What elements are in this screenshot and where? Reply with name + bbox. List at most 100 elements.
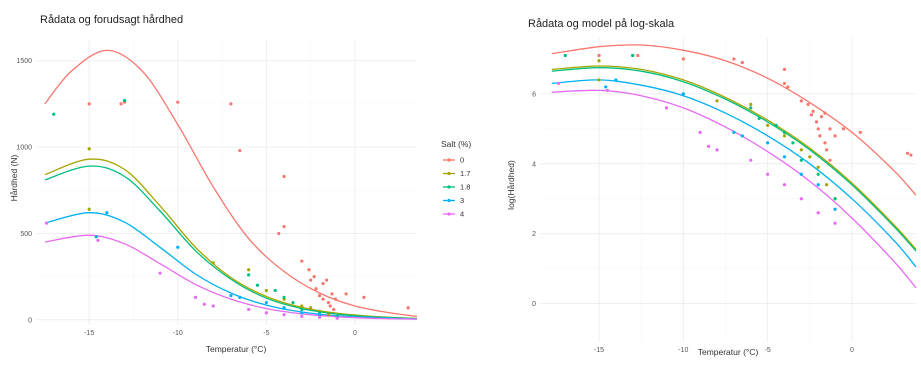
data-point-0 [636, 53, 640, 58]
data-point-4 [556, 81, 561, 86]
data-point-0 [597, 53, 601, 58]
data-point-0 [905, 151, 910, 155]
data-point-0 [681, 57, 685, 61]
series-curve-1.8 [44, 165, 418, 320]
legend-label: 1.7 [460, 169, 470, 178]
data-point-4 [211, 304, 215, 308]
left-chart-x-label: Temperatur (°C) [206, 344, 267, 354]
data-point-1.7 [300, 304, 304, 308]
data-point-4 [202, 302, 206, 306]
data-point-4 [749, 158, 753, 162]
data-point-3 [94, 235, 98, 239]
data-point-3 [604, 85, 608, 89]
left-chart-curves [44, 49, 418, 320]
data-point-1.8 [799, 158, 803, 162]
right-chart: Rådata og model på log-skala -15 -10 -5 0 0… [506, 18, 917, 357]
data-point-0 [307, 268, 311, 272]
right-chart-x-ticks: -15 -10 -5 0 [594, 347, 854, 354]
data-point-4 [317, 315, 322, 319]
data-point-3 [176, 245, 180, 249]
data-point-1.8 [774, 123, 778, 127]
legend-label: 1.8 [460, 183, 470, 192]
data-point-0 [799, 99, 803, 103]
data-point-0 [740, 60, 744, 65]
legend-key-point [447, 158, 451, 162]
data-point-1.7 [782, 134, 787, 138]
data-point-1.7 [87, 207, 91, 211]
data-point-0 [811, 109, 815, 113]
legend-entries: 0 1.7 1.8 3 4 [443, 156, 470, 219]
legend-key-point [447, 198, 451, 203]
data-point-1.7 [309, 306, 313, 310]
data-point-4 [698, 130, 702, 134]
data-point-0 [732, 57, 736, 61]
data-point-1.7 [766, 123, 770, 127]
data-point-1.8 [282, 295, 286, 299]
data-point-0 [782, 67, 787, 72]
right-chart-points [556, 53, 913, 225]
series-curve-1.7 [44, 158, 418, 320]
legend-key-point [447, 185, 451, 189]
data-point-3 [300, 311, 304, 315]
x-tick-label: 0 [353, 330, 357, 337]
x-tick-label: -5 [263, 330, 269, 337]
data-point-1.7 [87, 147, 91, 151]
data-point-0 [809, 113, 814, 117]
data-point-0 [841, 127, 846, 131]
data-point-3 [264, 300, 268, 305]
data-point-4 [335, 316, 339, 320]
left-chart-y-label: Hårdhed (N) [9, 154, 19, 201]
data-point-0 [328, 304, 332, 308]
x-tick-label: -5 [765, 347, 771, 354]
data-point-1.8 [757, 116, 761, 120]
right-chart-title: Rådata og model på log-skala [528, 18, 675, 30]
data-point-0 [332, 307, 336, 312]
data-point-0 [828, 127, 832, 131]
y-tick-label: 1500 [16, 58, 32, 65]
data-point-0 [314, 287, 318, 291]
data-point-1.8 [749, 106, 753, 110]
y-tick-label: 6 [532, 91, 536, 98]
left-chart: Rådata og forudsagt hårdhed -15 -10 -5 0 0 5… [9, 14, 418, 354]
legend-label: 4 [460, 210, 464, 219]
right-chart-y-ticks: 0 2 4 6 [532, 91, 536, 308]
data-point-0 [238, 148, 242, 153]
left-chart-points [45, 98, 410, 320]
data-point-1.8 [816, 172, 820, 176]
data-point-0 [823, 141, 827, 145]
data-point-0 [825, 148, 829, 152]
data-point-4 [707, 144, 711, 148]
data-point-0 [858, 130, 862, 134]
data-point-1.7 [799, 148, 803, 152]
series-curve-4 [44, 234, 418, 320]
data-point-0 [333, 297, 338, 301]
data-point-1.8 [52, 112, 56, 116]
data-point-0 [782, 81, 787, 86]
data-point-4 [766, 172, 770, 176]
data-point-4 [247, 307, 251, 312]
x-tick-label: -15 [594, 347, 604, 354]
right-chart-y-label: log(Hårdhed) [506, 160, 516, 210]
data-point-4 [799, 197, 803, 201]
data-point-0 [282, 224, 286, 229]
x-tick-label: -10 [173, 330, 183, 337]
data-point-0 [823, 111, 827, 115]
data-point-0 [282, 174, 286, 179]
data-point-3 [317, 313, 322, 317]
data-point-3 [238, 295, 242, 299]
data-point-1.7 [816, 165, 820, 169]
right-chart-x-label: Temperatur (°C) [698, 347, 759, 357]
left-chart-title: Rådata og forudsagt hårdhed [40, 14, 183, 26]
data-point-0 [344, 292, 348, 296]
data-point-1.8 [123, 98, 127, 103]
data-point-0 [362, 295, 366, 299]
data-point-4 [833, 221, 837, 225]
data-point-4 [782, 183, 787, 187]
data-point-1.8 [300, 307, 304, 312]
series-curve-1.8 [551, 67, 917, 252]
data-point-1.8 [273, 288, 277, 293]
series-curve-0 [44, 49, 418, 318]
data-point-1.8 [291, 300, 295, 305]
data-point-1.7 [715, 99, 719, 103]
